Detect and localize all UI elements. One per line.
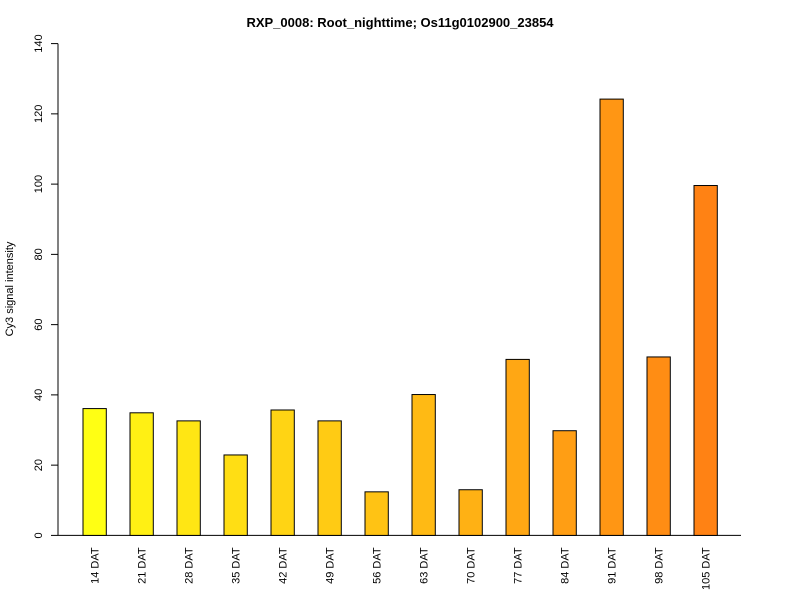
bar (223, 454, 248, 536)
x-tick-label: 28 DAT (184, 547, 196, 584)
x-tick-label: 70 DAT (466, 547, 478, 584)
bar (176, 420, 201, 536)
x-tick-label: 63 DAT (419, 547, 431, 584)
bar (82, 408, 107, 536)
x-tick-label: 91 DAT (607, 547, 619, 584)
y-tick-label: 120 (33, 105, 45, 123)
x-tick-labels: 14 DAT 21 DAT 28 DAT 35 DAT 42 DAT 49 DAT 56 D… (90, 547, 713, 590)
x-tick-label: 14 DAT (90, 547, 102, 584)
x-tick-label: 49 DAT (325, 547, 337, 584)
x-tick-label: 56 DAT (372, 547, 384, 584)
bar (317, 420, 342, 536)
bar (364, 491, 389, 536)
y-axis: 0 20 40 60 80 100 120 140 (33, 34, 59, 538)
bar (693, 185, 718, 536)
bar (411, 394, 436, 536)
x-tick-label: 42 DAT (278, 547, 290, 584)
y-tick-label: 40 (33, 389, 45, 401)
bar (599, 98, 624, 536)
y-tick-label: 20 (33, 459, 45, 471)
x-tick-label: 21 DAT (137, 547, 149, 584)
chart-title: RXP_0008: Root_nighttime; Os11g0102900_2… (246, 15, 554, 30)
y-tick-label: 0 (33, 532, 45, 538)
bar (646, 356, 671, 536)
bars (82, 98, 718, 536)
bar (270, 409, 295, 536)
y-tick-label: 140 (33, 34, 45, 52)
x-tick-label: 84 DAT (560, 547, 572, 584)
x-tick-label: 98 DAT (654, 547, 666, 584)
x-tick-label: 35 DAT (231, 547, 243, 584)
bar (129, 412, 154, 536)
y-tick-label: 60 (33, 319, 45, 331)
bar (552, 430, 577, 536)
y-tick-label: 100 (33, 175, 45, 193)
y-axis-label: Cy3 signal intensity (4, 241, 16, 336)
bar (505, 358, 530, 536)
y-tick-label: 80 (33, 248, 45, 260)
x-tick-label: 105 DAT (701, 547, 713, 590)
x-tick-label: 77 DAT (513, 547, 525, 584)
bar (458, 489, 483, 536)
